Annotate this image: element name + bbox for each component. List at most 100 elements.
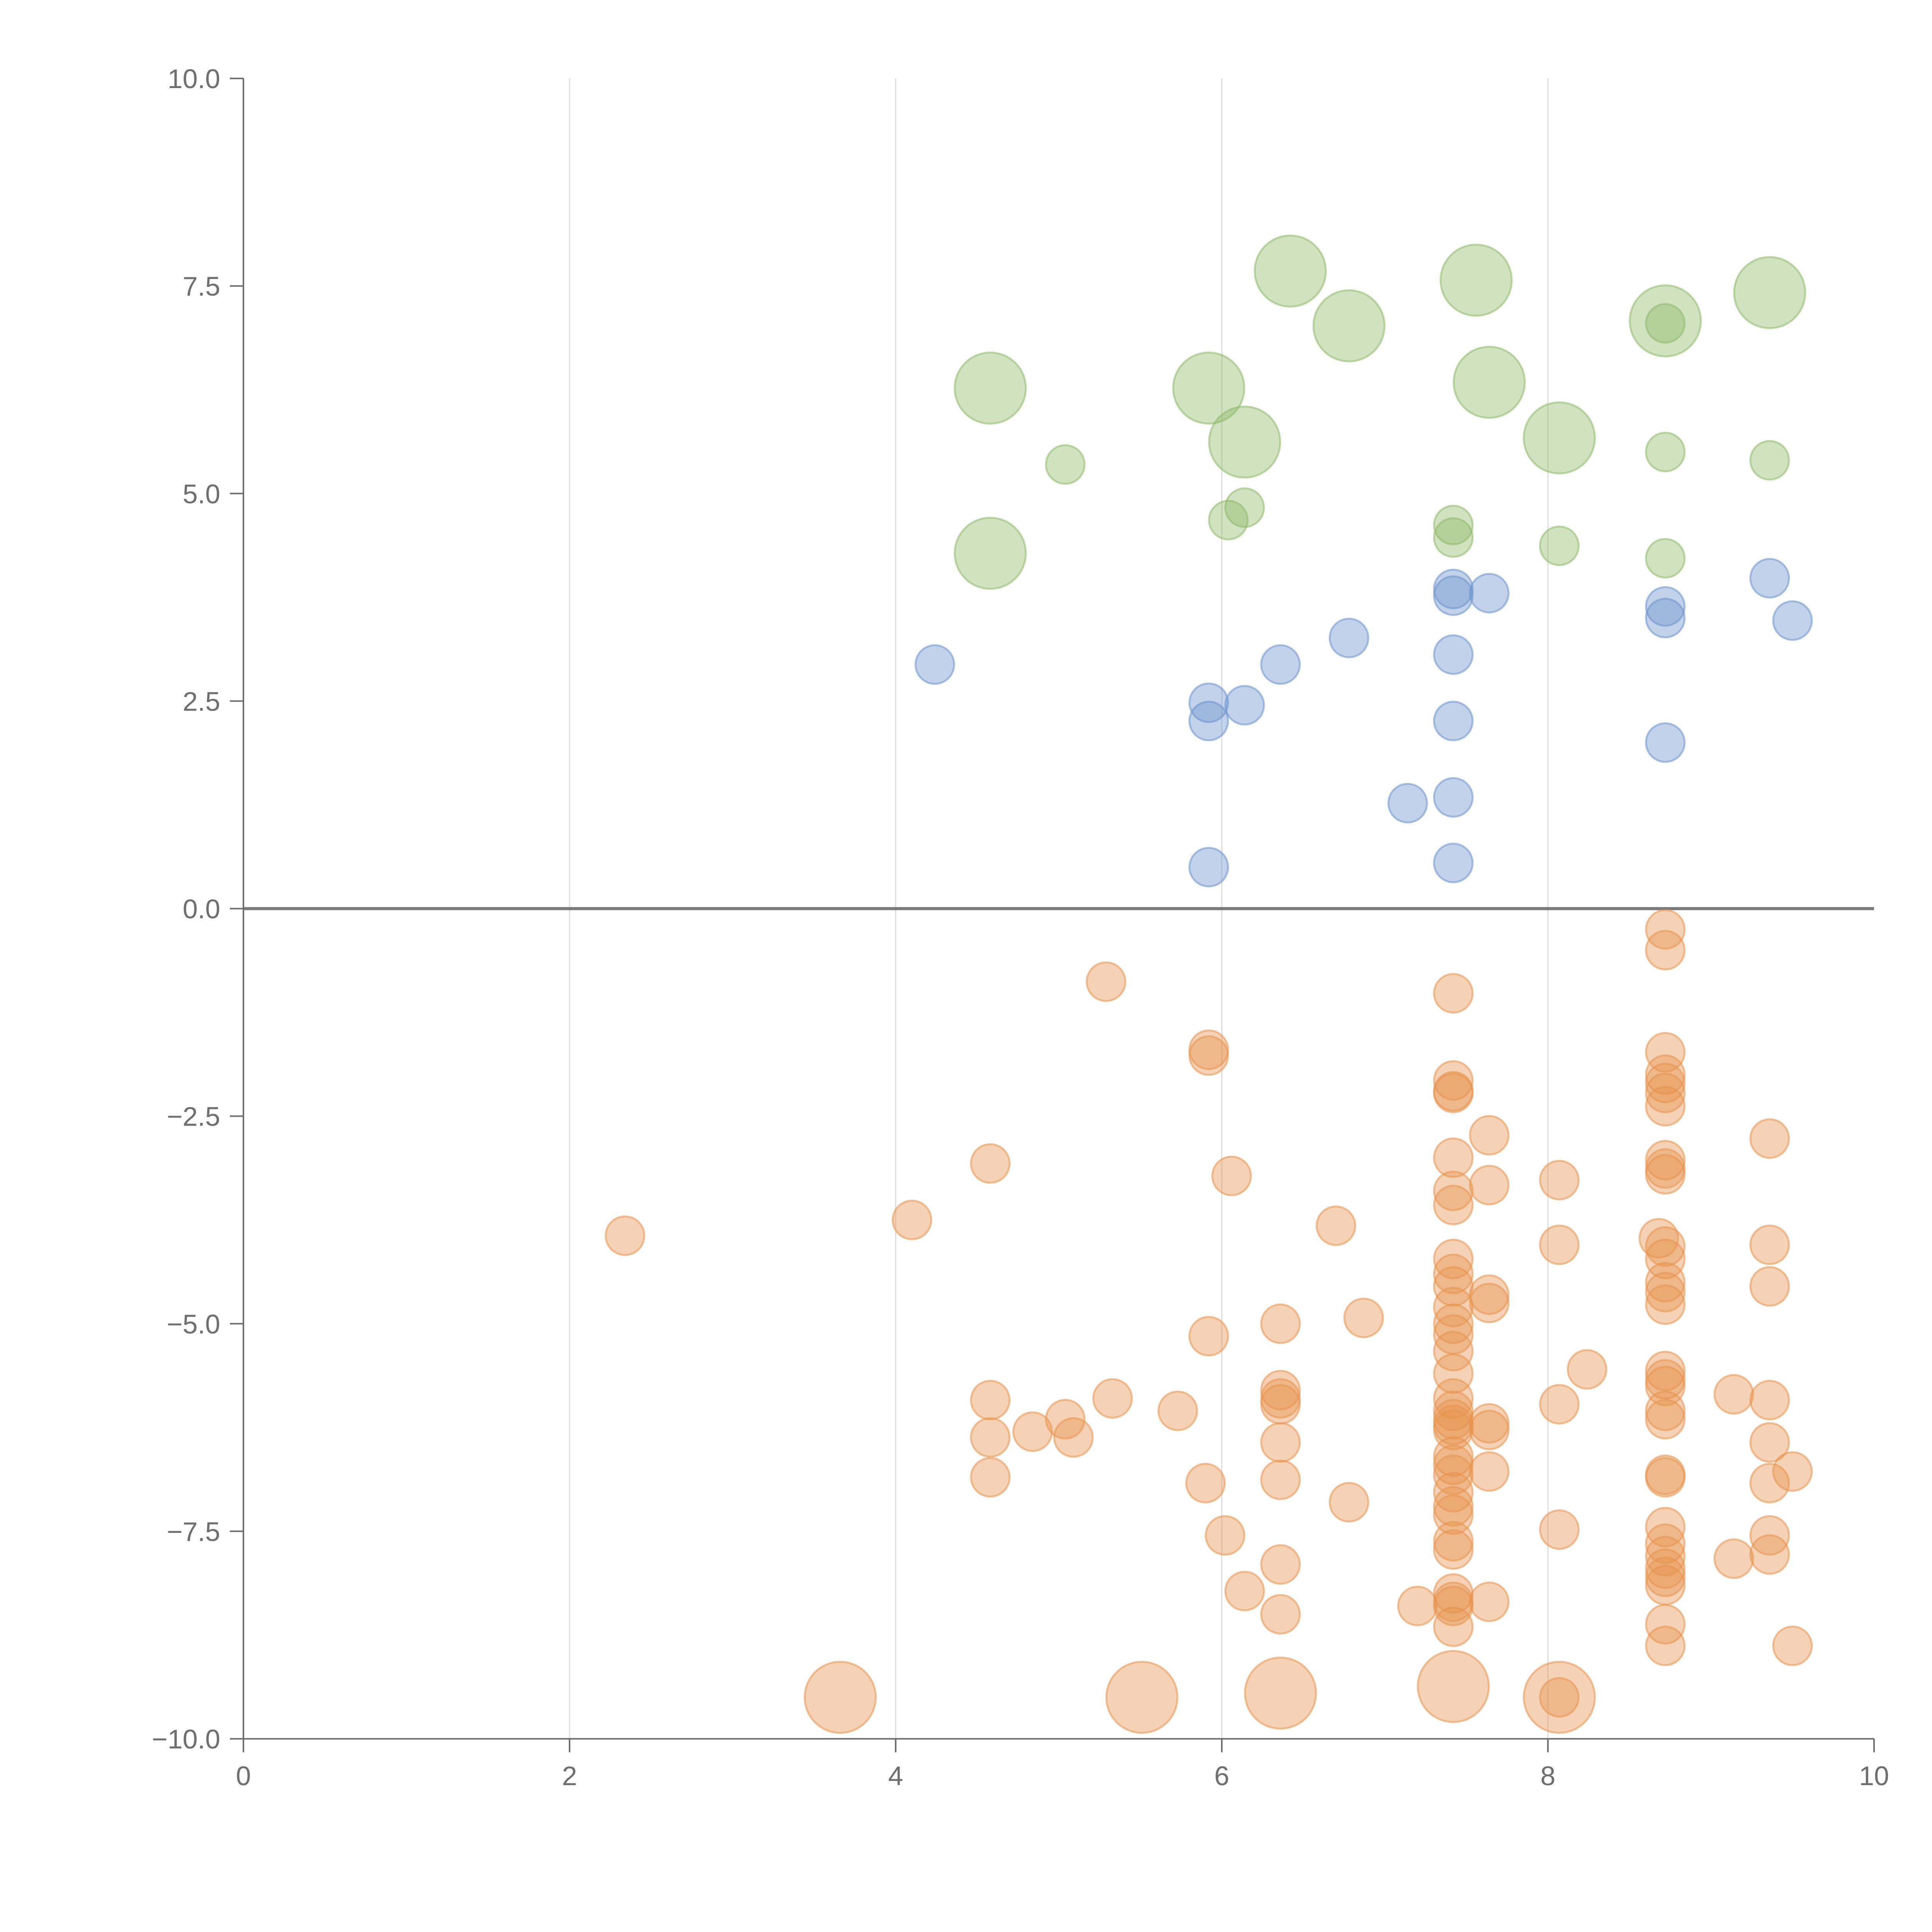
data-point — [1343, 1298, 1384, 1338]
data-point — [1433, 1606, 1474, 1647]
data-point — [1749, 1379, 1790, 1420]
data-point — [1645, 1507, 1686, 1548]
data-point — [1433, 1060, 1474, 1101]
data-point — [1645, 1604, 1686, 1645]
data-point — [1208, 500, 1249, 541]
data-point — [1439, 243, 1513, 317]
data-points — [605, 235, 1813, 1734]
y-tick-label: −2.5 — [167, 1102, 220, 1132]
data-point — [1645, 303, 1686, 344]
data-point — [1645, 1073, 1686, 1113]
data-point — [1433, 575, 1474, 616]
x-tick-label: 4 — [888, 1761, 903, 1791]
data-point — [914, 644, 955, 685]
data-point — [1433, 1353, 1474, 1394]
data-point — [1188, 1316, 1229, 1357]
data-point — [1211, 1155, 1252, 1196]
data-point — [954, 517, 1027, 590]
data-point — [1645, 1350, 1686, 1391]
data-point — [891, 1199, 932, 1240]
data-point — [1012, 1411, 1053, 1452]
data-point — [1433, 1472, 1474, 1513]
data-point — [1328, 617, 1369, 658]
data-point — [1387, 783, 1428, 824]
data-point — [1539, 1677, 1580, 1718]
data-point — [1045, 444, 1086, 485]
data-point — [1433, 777, 1474, 818]
data-point — [1433, 1454, 1474, 1495]
data-point — [1645, 1063, 1686, 1104]
data-point — [1433, 1170, 1474, 1211]
data-point — [1749, 1225, 1790, 1265]
data-point — [1772, 1625, 1813, 1666]
axes: 0 2 4 6 8 10 −10.0 −7.5 −5.0 −2.5 0.0 2.5 5.0 7.5 10.0 — [152, 64, 1889, 1791]
y-tick-label: 0.0 — [183, 894, 220, 924]
data-point — [605, 1215, 645, 1256]
data-point — [1645, 586, 1686, 627]
data-point — [1085, 961, 1126, 1002]
data-point — [1260, 1384, 1301, 1425]
series-2 — [605, 909, 1813, 1734]
y-tick-label: 10.0 — [168, 64, 220, 94]
data-point — [1645, 722, 1686, 763]
data-point — [1772, 1451, 1813, 1492]
data-point — [1188, 682, 1229, 723]
data-point — [1645, 1390, 1686, 1431]
data-point — [1713, 1538, 1754, 1579]
data-point — [1433, 1529, 1474, 1570]
data-point — [1469, 573, 1510, 614]
data-point — [1539, 1509, 1580, 1550]
data-point — [1645, 1272, 1686, 1313]
data-point — [1433, 1073, 1474, 1113]
data-point — [1523, 401, 1596, 474]
data-point — [1433, 701, 1474, 742]
data-point — [1204, 1515, 1245, 1556]
data-point — [1260, 1544, 1301, 1585]
x-tick-label: 8 — [1541, 1761, 1556, 1791]
data-point — [1260, 644, 1301, 685]
data-point — [1260, 1594, 1301, 1635]
data-point — [1433, 1486, 1474, 1527]
x-tick-label: 0 — [236, 1761, 251, 1791]
series-1 — [914, 558, 1813, 888]
data-point — [1433, 505, 1474, 546]
data-point — [1645, 909, 1686, 950]
data-point — [1645, 1284, 1686, 1325]
data-point — [1433, 1585, 1474, 1626]
data-point — [1645, 1536, 1686, 1577]
data-point — [1469, 1165, 1510, 1206]
data-point — [1645, 1556, 1686, 1597]
data-point — [1105, 1661, 1179, 1734]
data-point — [1433, 517, 1474, 558]
y-tick-label: −5.0 — [167, 1309, 220, 1339]
data-point — [1469, 1582, 1510, 1622]
data-point — [1645, 1238, 1686, 1279]
data-point — [1224, 685, 1265, 726]
data-point — [1645, 1548, 1686, 1589]
data-point — [1092, 1378, 1133, 1419]
data-point — [1053, 1417, 1094, 1458]
data-point — [1260, 1422, 1301, 1463]
data-point — [1253, 235, 1327, 308]
data-point — [1433, 1331, 1474, 1372]
x-tick-label: 2 — [562, 1761, 577, 1791]
data-point — [1749, 1534, 1790, 1575]
data-point — [1733, 256, 1806, 329]
data-point — [1645, 1140, 1686, 1180]
x-tick-label: 10 — [1859, 1761, 1889, 1791]
data-point — [1645, 930, 1686, 971]
data-point — [1244, 1656, 1317, 1730]
data-point — [1224, 487, 1265, 528]
data-point — [970, 1417, 1011, 1458]
data-point — [1469, 1451, 1510, 1492]
data-point — [1397, 1585, 1438, 1626]
data-point — [1312, 289, 1386, 362]
y-tick-label: 2.5 — [183, 686, 220, 716]
data-point — [1749, 440, 1790, 481]
data-point — [1645, 1399, 1686, 1440]
data-point — [1645, 538, 1686, 579]
data-point — [1645, 1523, 1686, 1564]
data-point — [1469, 1274, 1510, 1315]
